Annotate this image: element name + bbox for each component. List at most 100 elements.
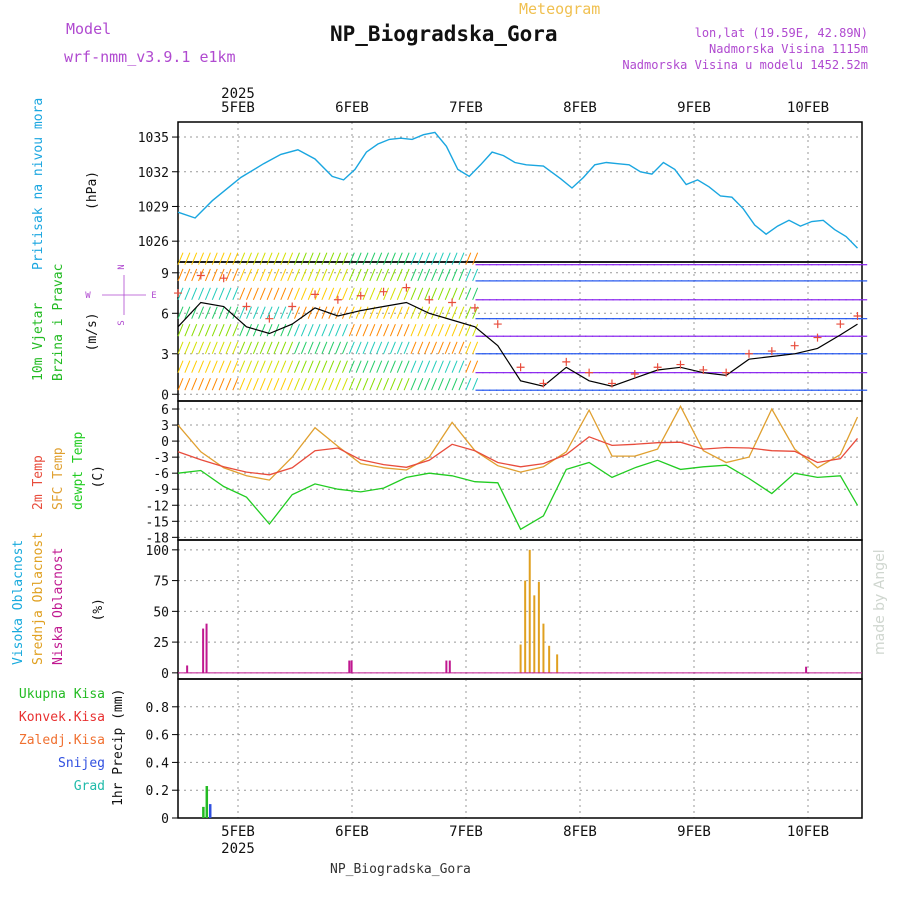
- temp-unit-label: (C): [91, 465, 106, 488]
- precip-legend-2: Zaledj.Kisa: [19, 733, 105, 748]
- gust-marker: [242, 302, 251, 311]
- cloud-unit-label: (%): [91, 598, 106, 621]
- gust-marker: [562, 357, 571, 366]
- temp-axis-label-1: SFC Temp: [51, 447, 66, 510]
- t2m-line: [177, 436, 858, 476]
- cloud-axis-label-2: Niska Oblacnost: [51, 548, 66, 665]
- y-tick-label: 0: [161, 812, 169, 827]
- model-elevation: Nadmorska Visina u modelu 1452.52m: [622, 58, 868, 72]
- station-coords: lon,lat (19.59E, 42.89N): [694, 26, 868, 40]
- footer-station: NP_Biogradska_Gora: [330, 862, 471, 877]
- y-tick-label: 50: [153, 605, 169, 620]
- cloud-low-bar: [445, 660, 448, 673]
- gust-marker: [653, 363, 662, 372]
- cloud-mid-bar: [533, 595, 536, 673]
- gust-marker: [836, 320, 845, 329]
- y-tick-label: 1032: [138, 166, 169, 181]
- gust-marker: [425, 295, 434, 304]
- wind-axis-label-1: 10m Vjetar: [31, 303, 46, 381]
- compass-west: W: [85, 291, 91, 301]
- gust-marker: [790, 341, 799, 350]
- x-tick-label-bottom: 9FEB: [677, 824, 711, 840]
- gust-marker: [607, 379, 616, 388]
- x-tick-label-bottom: 7FEB: [449, 824, 483, 840]
- x-tick-label-top: 8FEB: [563, 100, 597, 116]
- station-elevation: Nadmorska Visina 1115m: [709, 42, 868, 56]
- gust-marker: [813, 333, 822, 342]
- y-tick-label: 100: [146, 544, 169, 559]
- precip-legend-4: Grad: [74, 779, 105, 794]
- precip-bar: [202, 806, 205, 818]
- pressure-unit-label: (hPa): [85, 171, 100, 210]
- y-tick-label: -6: [153, 467, 169, 482]
- temp-axis-label-0: 2m Temp: [31, 455, 46, 510]
- y-tick-label: 3: [161, 419, 169, 434]
- gust-marker: [767, 347, 776, 356]
- y-tick-label: 0: [161, 435, 169, 450]
- cloud-mid-bar: [537, 581, 540, 673]
- precip-legend-1: Konvek.Kisa: [19, 710, 105, 725]
- gust-marker: [699, 365, 708, 374]
- pressure-line: [177, 131, 858, 249]
- x-tick-label-top: 10FEB: [787, 100, 829, 116]
- y-tick-label: 1029: [138, 200, 169, 215]
- cloud-axis-label-0: Visoka Oblacnost: [11, 540, 26, 665]
- y-tick-label: 9: [161, 267, 169, 282]
- precip-legend-0: Ukupna Kisa: [19, 687, 105, 702]
- x-tick-label-bottom: 6FEB: [335, 824, 369, 840]
- gust-marker: [676, 360, 685, 369]
- gust-marker: [174, 289, 182, 298]
- precip-bar: [208, 804, 212, 818]
- temp-axis-label-2: dewpt Temp: [71, 432, 86, 510]
- cloud-mid-bar: [524, 580, 527, 673]
- station-title: NP_Biogradska_Gora: [330, 22, 558, 46]
- x-tick-label-top: 7FEB: [449, 100, 483, 116]
- x-tick-label-top: 5FEB: [221, 100, 255, 116]
- gust-marker: [539, 379, 548, 388]
- cloud-mid-bar: [556, 654, 559, 673]
- wind-axis-label-2: Brzina i Pravac: [51, 264, 66, 381]
- y-tick-label: -12: [146, 499, 169, 514]
- y-tick-label: 1026: [138, 235, 169, 250]
- cloud-mid-bar: [542, 623, 545, 673]
- compass-east: E: [151, 291, 156, 301]
- y-tick-label: 6: [161, 403, 169, 418]
- wind-unit-label: (m/s): [85, 312, 100, 351]
- gust-marker: [585, 368, 594, 377]
- sfc-temp-line: [177, 404, 859, 481]
- y-tick-label: 3: [161, 348, 169, 363]
- y-tick-label: -18: [146, 531, 169, 546]
- y-tick-label: -15: [146, 515, 169, 530]
- year-label-top: 2025: [221, 86, 255, 102]
- y-tick-label: 75: [153, 575, 169, 590]
- cloud-low-bar: [186, 665, 189, 673]
- gust-marker: [333, 295, 342, 304]
- gust-marker: [219, 274, 228, 283]
- y-tick-label: 6: [161, 307, 169, 322]
- x-tick-label-top: 6FEB: [335, 100, 369, 116]
- y-tick-label: 0: [161, 388, 169, 403]
- y-tick-label: 0.4: [146, 756, 170, 771]
- year-label-bottom: 2025: [221, 841, 255, 857]
- y-tick-label: 0.6: [146, 729, 169, 744]
- y-tick-label: 1035: [138, 131, 169, 146]
- gust-marker: [630, 370, 639, 379]
- gust-marker: [379, 287, 388, 296]
- pressure-axis-label: Pritisak na nivou mora: [31, 98, 46, 270]
- compass-north: N: [117, 264, 127, 269]
- model-name: wrf-nmm_v3.9.1 e1km: [64, 48, 236, 66]
- gust-marker: [311, 290, 320, 299]
- y-tick-label: -3: [153, 451, 169, 466]
- product-title: Meteogram: [519, 0, 601, 18]
- cloud-low-bar: [205, 623, 208, 673]
- dewpt-line: [177, 459, 859, 531]
- wind-speed-line: [177, 301, 858, 387]
- y-tick-label: 0: [161, 667, 169, 682]
- cloud-mid-bar: [548, 645, 551, 673]
- cloud-low-bar: [348, 660, 351, 673]
- gust-marker: [853, 311, 862, 320]
- cloud-low-bar: [350, 660, 353, 673]
- compass-icon: [102, 275, 146, 315]
- gust-marker: [448, 298, 457, 307]
- y-tick-label: 0.2: [146, 784, 169, 799]
